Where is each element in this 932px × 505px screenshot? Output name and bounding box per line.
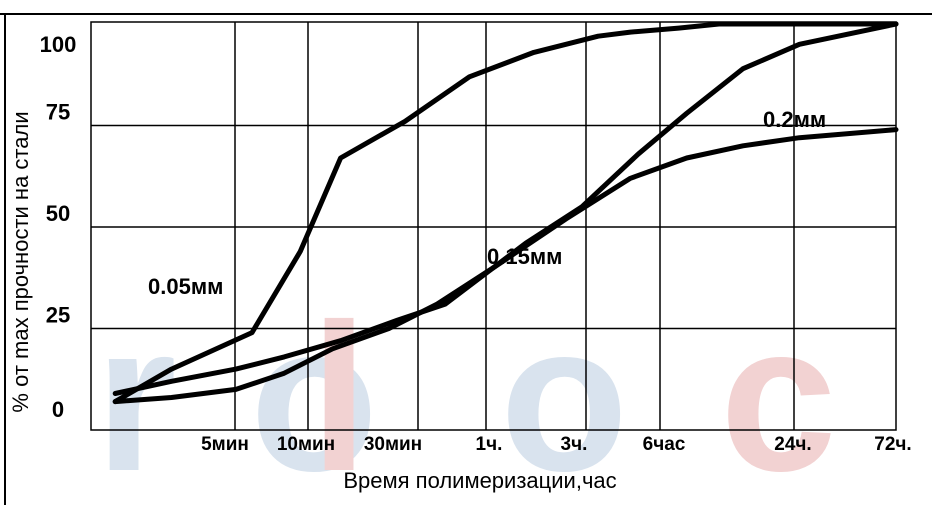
x-tick-label: 6час [643, 434, 686, 455]
y-tick-label: 75 [46, 100, 70, 125]
x-axis-label: Время полимеризации,час [343, 468, 616, 493]
x-tick-label: 30мин [364, 434, 422, 455]
series-line [112, 21, 899, 405]
series-lines [112, 21, 899, 405]
watermark-logo: r ol o c [95, 280, 837, 505]
x-tick-labels: 5мин 10мин 30мин 1ч. 3ч. 6час 24ч. 72ч. [201, 434, 912, 455]
watermark-letter: o [250, 280, 378, 505]
series-label: 0.2мм [763, 107, 826, 132]
y-tick-labels: 0 25 50 75 100 [40, 32, 77, 422]
series-label: 0.05мм [148, 274, 223, 299]
watermark-letter: c [720, 280, 837, 505]
watermark-letter: o [500, 280, 628, 505]
y-tick-label: 25 [46, 303, 70, 328]
series-line [112, 127, 899, 405]
x-tick-label: 5мин [201, 434, 249, 455]
series-label: 0.15мм [487, 244, 562, 269]
x-tick-label: 3ч. [561, 434, 588, 455]
series-labels: 0.05мм 0.15мм 0.2мм [148, 107, 826, 299]
y-tick-label: 50 [46, 201, 70, 226]
watermark-letter: l [310, 280, 368, 505]
x-tick-label: 1ч. [476, 434, 503, 455]
plot-frame [90, 21, 897, 431]
x-tick-label: 72ч. [874, 434, 911, 455]
y-tick-label: 100 [40, 32, 77, 57]
x-tick-label: 10мин [277, 434, 335, 455]
x-tick-label: 24ч. [774, 434, 811, 455]
y-axis-label: % от max прочности на стали [8, 111, 33, 412]
y-tick-label: 0 [52, 397, 64, 422]
